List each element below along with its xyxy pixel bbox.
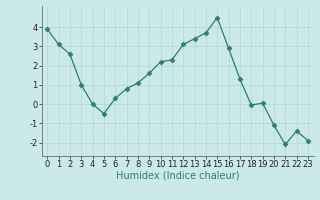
X-axis label: Humidex (Indice chaleur): Humidex (Indice chaleur) <box>116 171 239 181</box>
